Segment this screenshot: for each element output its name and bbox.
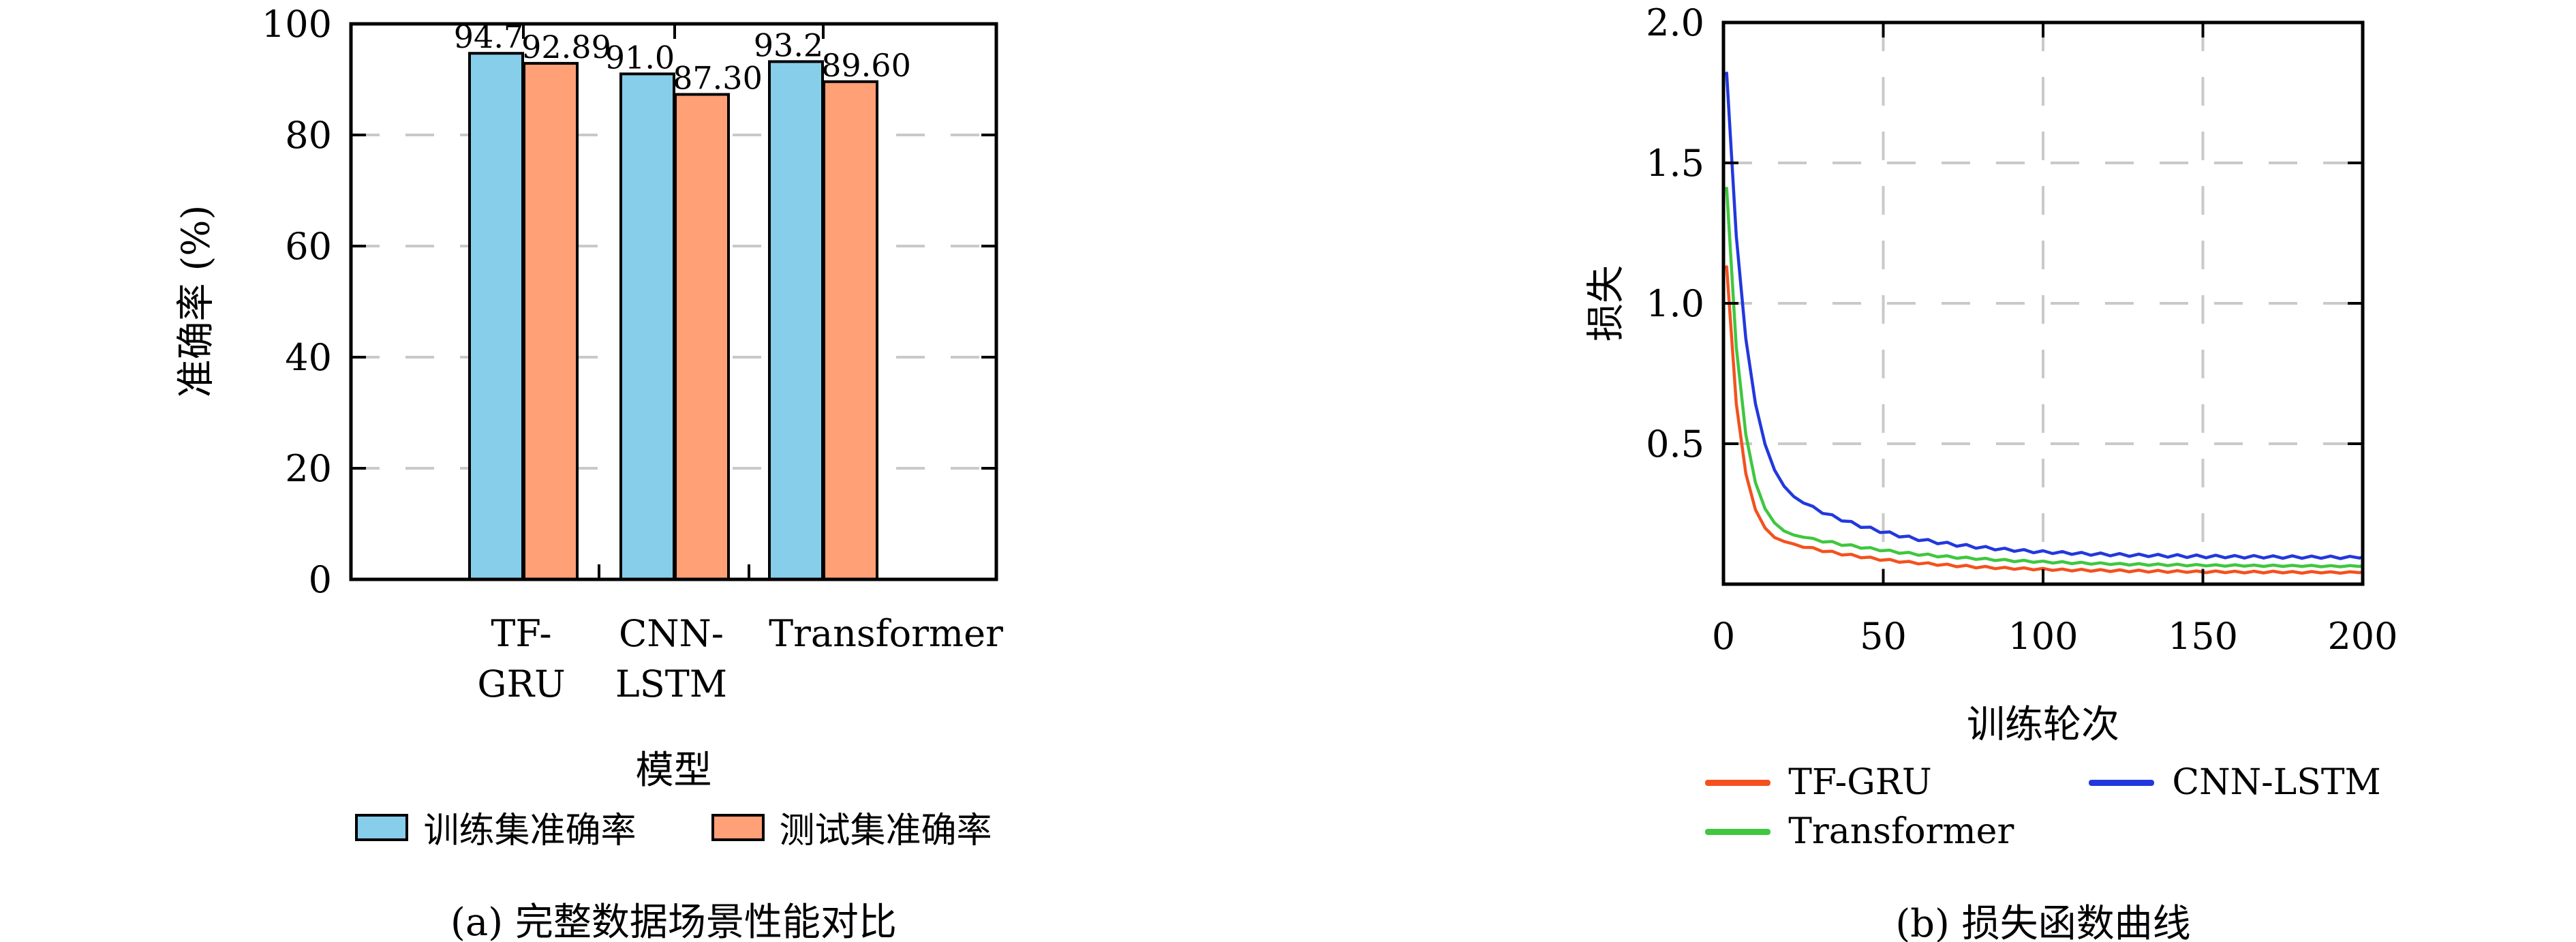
bar-CNN-LSTM-train [619, 72, 675, 581]
category-label: Transformer [769, 612, 1003, 655]
train-accuracy-swatch [355, 813, 409, 841]
y-tick-label: 0 [309, 558, 332, 601]
x-tick-label: 0 [1712, 615, 1735, 658]
bar-value-label: 92.89 [521, 29, 611, 65]
x-tick-label: 100 [2008, 615, 2078, 658]
legend-label-tf-gru: TF-GRU [1788, 762, 1932, 803]
bar-Transformer-test [823, 80, 878, 581]
y-axis-label-accuracy: 准确率 (%) [174, 204, 219, 398]
legend-label-transformer: Transformer [1788, 811, 2014, 852]
bar-value-label: 87.30 [673, 60, 763, 97]
bar-TF-GRU-train [468, 52, 524, 581]
x-tick-label: 50 [1860, 615, 1907, 658]
category-label: GRU [477, 663, 565, 705]
tf-gru-line-swatch [1705, 779, 1771, 786]
bar-chart-legend: 训练集准确率 测试集准确率 [351, 802, 996, 853]
y-axis-label-loss: 损失 [1584, 265, 1629, 341]
y-tick-label: 0.5 [1646, 423, 1704, 466]
bar-value-label: 89.60 [821, 47, 911, 84]
legend-item-cnn-lstm: CNN-LSTM [2089, 762, 2381, 803]
legend-label-cnn-lstm: CNN-LSTM [2172, 762, 2381, 803]
line-chart-legend: TF-GRU CNN-LSTM Transformer [1705, 762, 2381, 852]
y-tick-label: 1.5 [1646, 142, 1704, 185]
bar-value-label: 91.0 [605, 39, 675, 76]
y-tick-label: 20 [285, 447, 332, 490]
caption-panel-b: (b) 损失函数曲线 [1895, 902, 2191, 942]
legend-item-transformer: Transformer [1705, 811, 2014, 852]
y-tick-label: 1.0 [1646, 282, 1704, 325]
y-tick-label: 100 [262, 3, 332, 46]
category-label: CNN- [619, 612, 724, 655]
caption-panel-a: (a) 完整数据场景性能对比 [450, 900, 897, 942]
y-tick-label: 60 [285, 225, 332, 268]
bar-Transformer-train [768, 60, 824, 581]
x-tick-label: 150 [2168, 615, 2238, 658]
legend-label-test: 测试集准确率 [779, 810, 992, 851]
category-label: TF- [491, 612, 551, 655]
legend-item-train: 训练集准确率 [355, 802, 637, 853]
x-tick-label: 200 [2327, 615, 2397, 658]
x-axis-label-epochs: 训练轮次 [1967, 703, 2119, 747]
legend-item-test: 测试集准确率 [711, 802, 992, 853]
loss-curve-Transformer [1725, 186, 2365, 568]
y-tick-label: 40 [285, 336, 332, 379]
loss-curve-CNN-LSTM [1725, 71, 2365, 560]
transformer-line-swatch [1705, 828, 1771, 835]
legend-label-train: 训练集准确率 [423, 810, 637, 851]
bar-TF-GRU-test [523, 61, 579, 581]
x-axis-label-model: 模型 [635, 748, 712, 793]
legend-item-tf-gru: TF-GRU [1705, 762, 2014, 803]
line-chart-panel: 0.5 1.0 1.5 2.0 0 50 100 150 200 [1646, 1, 2397, 658]
loss-curve-TF-GRU [1725, 265, 2365, 575]
bar-value-label: 93.2 [754, 27, 823, 63]
y-tick-label: 2.0 [1646, 1, 1704, 44]
category-label: LSTM [615, 663, 727, 705]
test-accuracy-swatch [711, 813, 765, 841]
bar-CNN-LSTM-test [674, 93, 730, 581]
cnn-lstm-line-swatch [2089, 779, 2155, 786]
y-tick-label: 80 [285, 114, 332, 157]
